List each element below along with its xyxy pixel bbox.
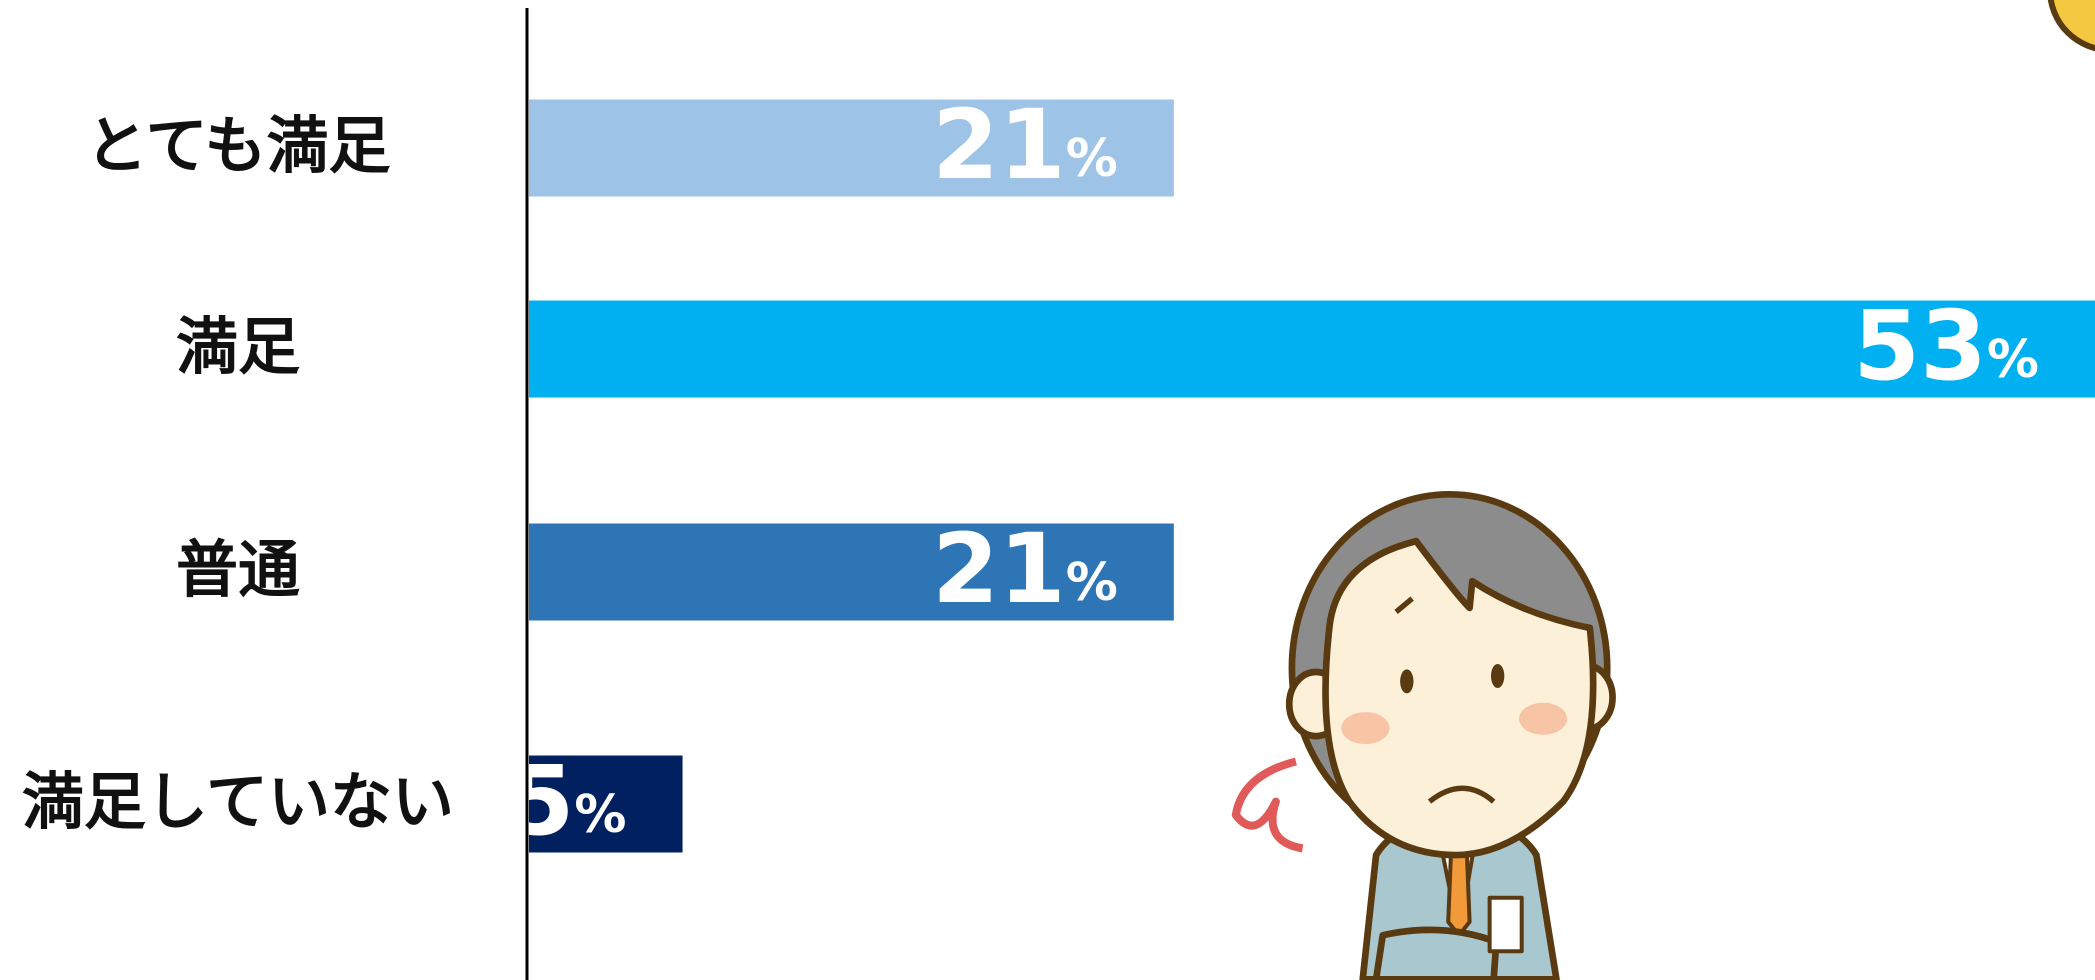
illustration xyxy=(1236,494,1613,979)
category-label: とても満足 xyxy=(85,109,390,182)
chart: とても満足21%満足53%普通21%満足していない5% xyxy=(0,0,2095,980)
category-label: 満足 xyxy=(176,310,300,383)
category-label: 満足していない xyxy=(22,765,454,838)
page: {"chart_data": {"type": "bar", "orientat… xyxy=(0,0,2095,980)
coin-decoration xyxy=(2050,0,2095,50)
category-label: 普通 xyxy=(176,533,300,606)
